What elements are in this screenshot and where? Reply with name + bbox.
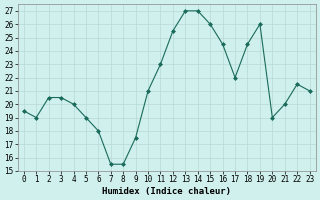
X-axis label: Humidex (Indice chaleur): Humidex (Indice chaleur) [102, 187, 231, 196]
